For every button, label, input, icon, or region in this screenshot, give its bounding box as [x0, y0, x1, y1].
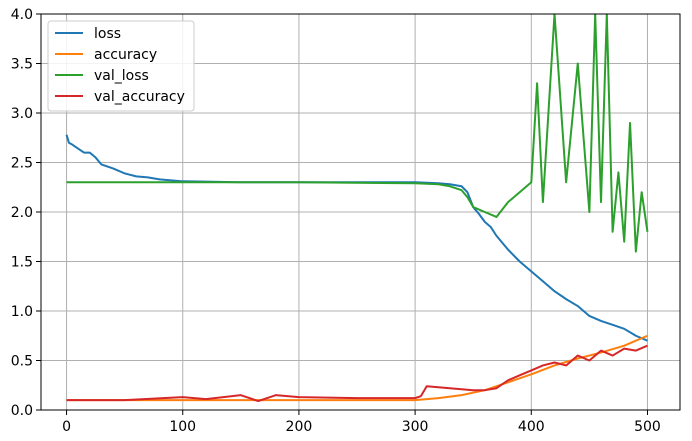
- x-tick-label-1: 100: [169, 419, 196, 435]
- legend-label-val-loss: val_loss: [94, 68, 149, 84]
- y-tick-label-4: 2.0: [11, 205, 33, 221]
- series-line-loss: [65, 134, 648, 342]
- y-tick-label-1: 0.5: [11, 354, 33, 370]
- series-line-val-accuracy: [66, 344, 648, 403]
- legend-label-accuracy: accuracy: [94, 47, 157, 63]
- legend-label-loss: loss: [94, 26, 121, 42]
- x-tick-label-2: 200: [286, 419, 313, 435]
- x-tick-label-3: 300: [402, 419, 429, 435]
- y-tick-label-0: 0.0: [11, 403, 33, 419]
- series-line-accuracy: [66, 334, 648, 402]
- y-tick-label-7: 3.5: [11, 57, 33, 73]
- y-tick-label-8: 4.0: [11, 7, 33, 23]
- legend-box: [47, 20, 195, 112]
- y-tick-label-5: 2.5: [11, 156, 33, 172]
- y-tick-label-6: 3.0: [11, 106, 33, 122]
- x-tick-label-4: 400: [518, 419, 545, 435]
- legend-label-val-accuracy: val_accuracy: [94, 89, 185, 105]
- x-tick-label-0: 0: [62, 419, 71, 435]
- y-tick-label-3: 1.5: [11, 255, 33, 271]
- series-line-val-loss: [66, 14, 649, 253]
- legend: loss accuracy val_loss val_accuracy: [47, 20, 195, 112]
- x-tick-label-5: 500: [634, 419, 661, 435]
- y-tick-label-2: 1.0: [11, 304, 33, 320]
